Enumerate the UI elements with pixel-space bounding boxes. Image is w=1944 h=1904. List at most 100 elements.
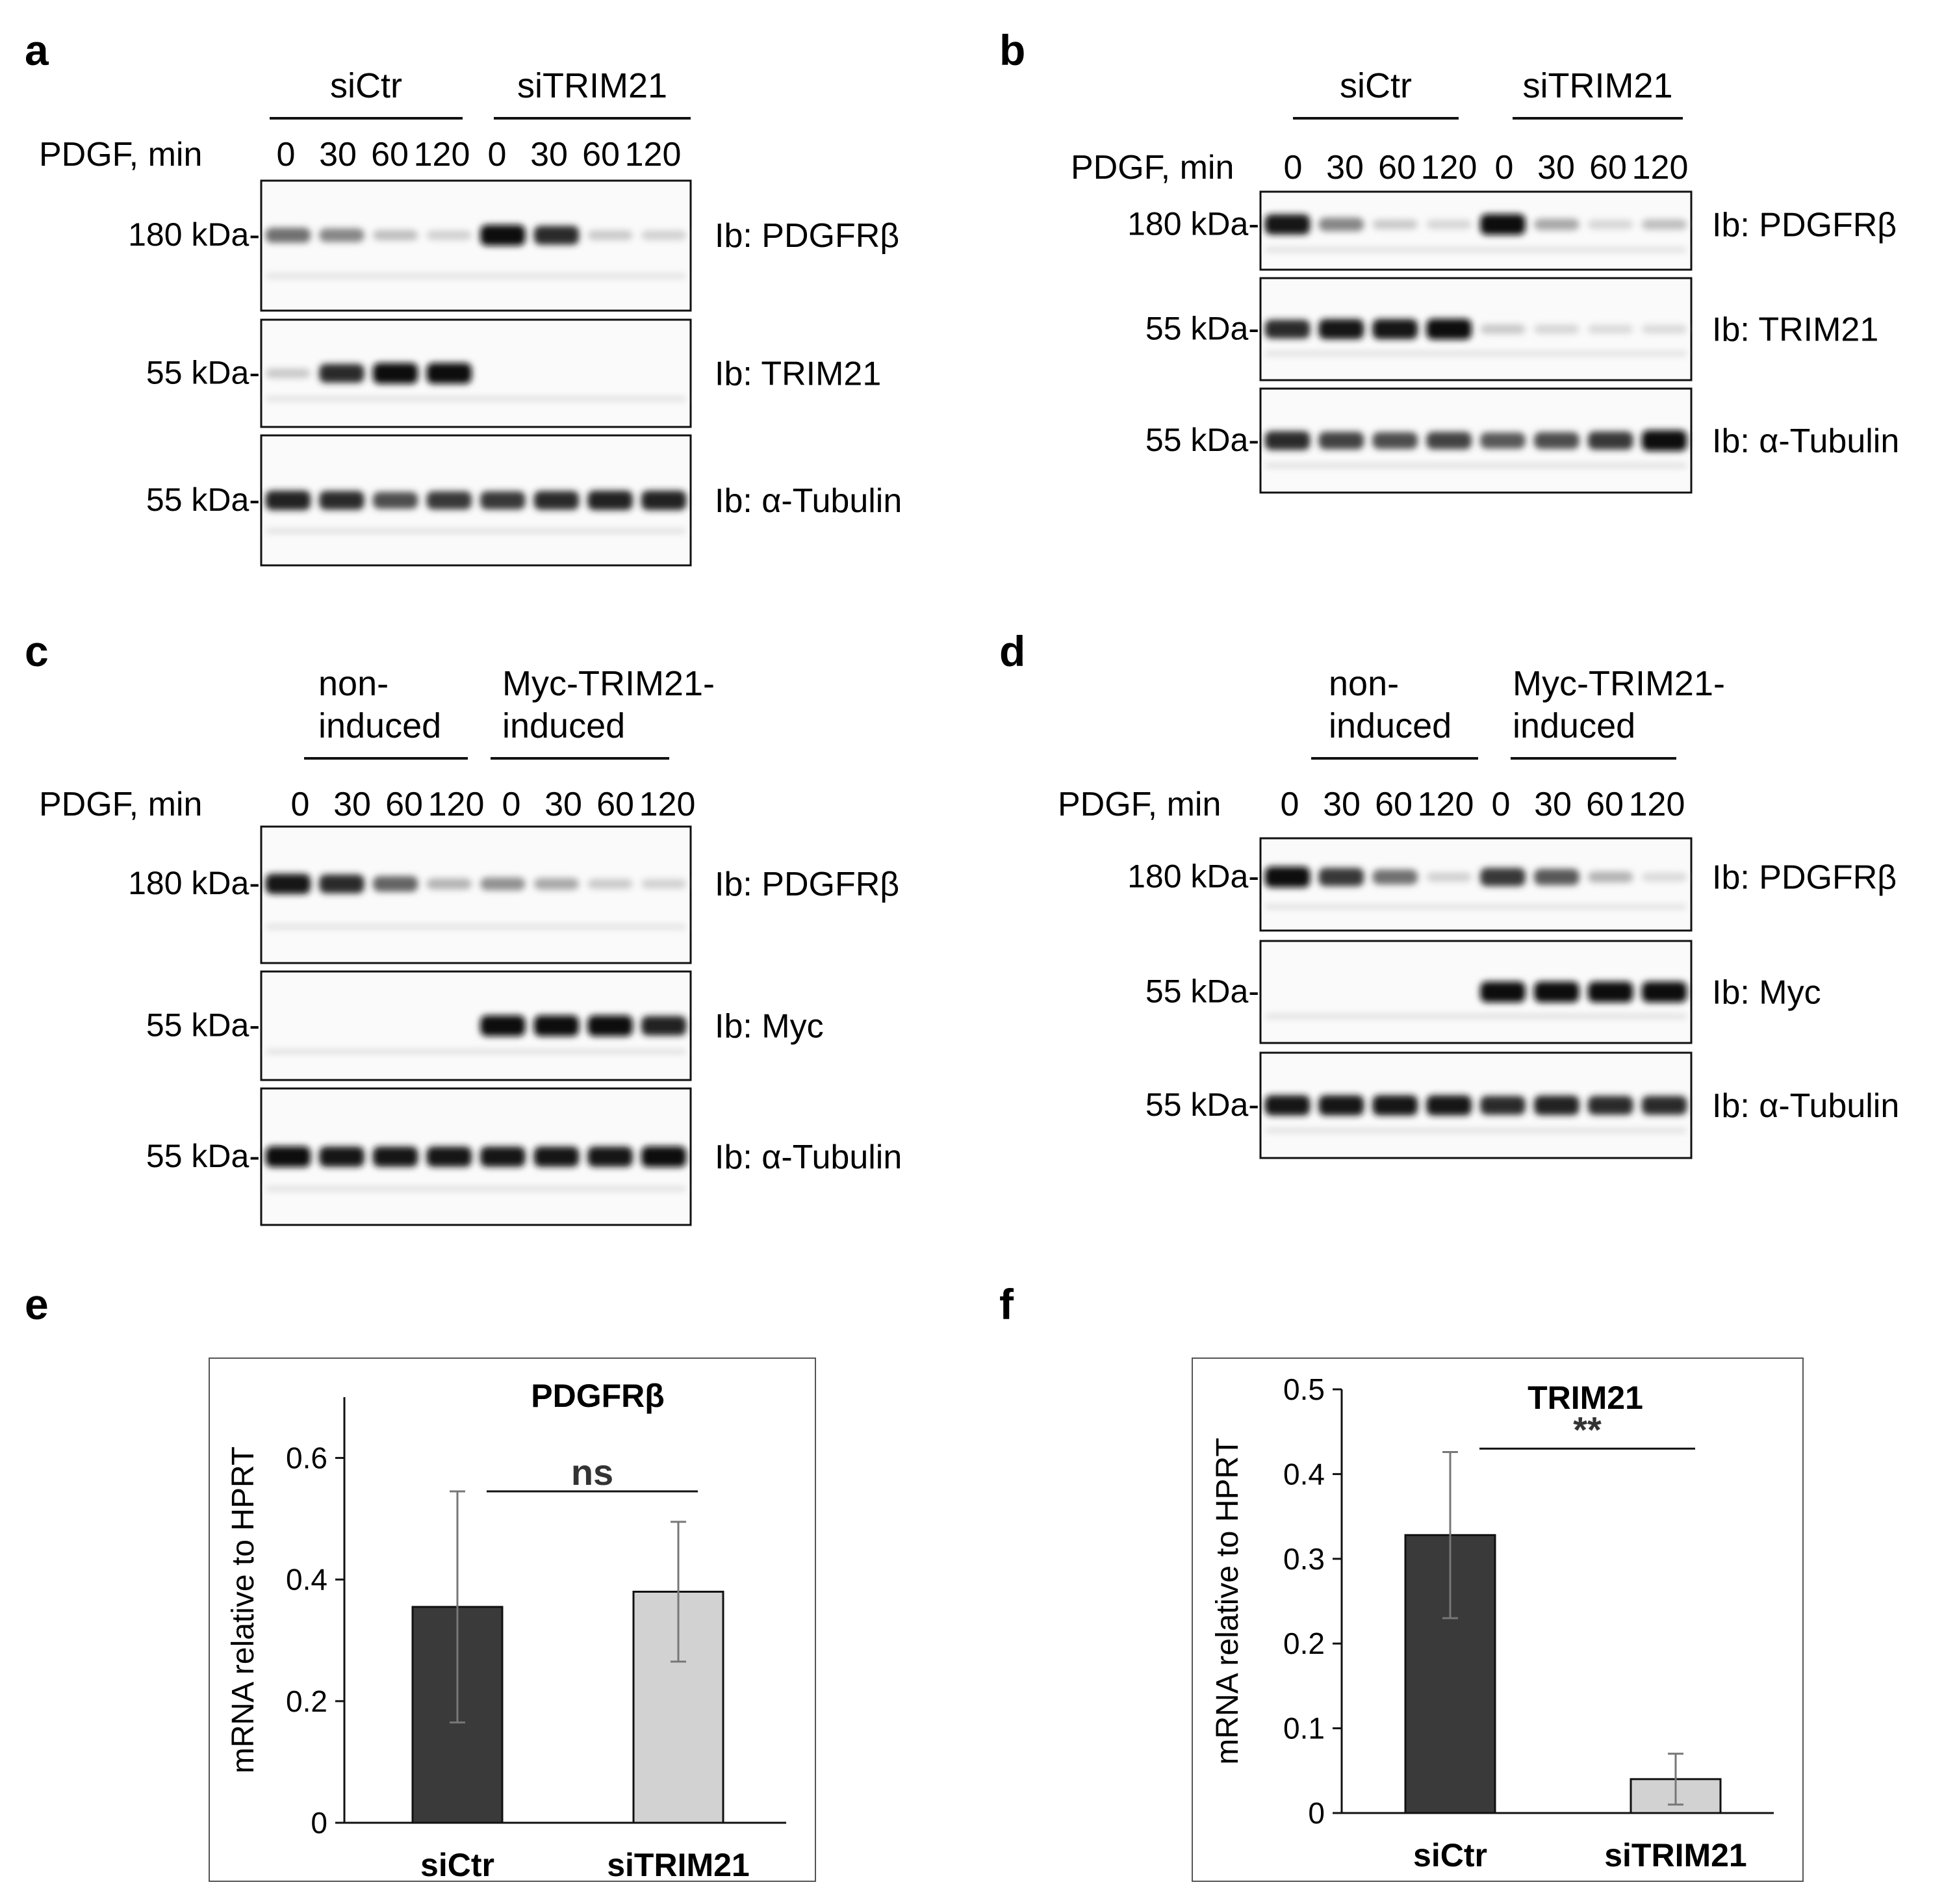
molecular-weight-marker: 55 kDa- bbox=[146, 1138, 260, 1174]
band bbox=[1641, 1096, 1687, 1115]
band bbox=[1318, 1095, 1364, 1116]
band bbox=[426, 1146, 472, 1167]
band bbox=[1426, 1095, 1472, 1116]
band bbox=[265, 1146, 311, 1167]
background-smear bbox=[266, 396, 685, 401]
y-tick-label: 0.2 bbox=[286, 1684, 327, 1718]
band bbox=[319, 364, 364, 383]
row-label: PDGF, min bbox=[39, 136, 202, 174]
band bbox=[1264, 320, 1311, 339]
molecular-weight-marker: 180 kDa- bbox=[128, 865, 260, 901]
molecular-weight-marker: 55 kDa- bbox=[1145, 311, 1259, 347]
panel-label: c bbox=[25, 627, 49, 675]
row-label: PDGF, min bbox=[1058, 786, 1221, 823]
band bbox=[1480, 981, 1526, 1003]
band bbox=[1264, 431, 1311, 450]
lane-label: 60 bbox=[371, 136, 409, 174]
antibody-label: Ib: Myc bbox=[1712, 974, 1821, 1012]
group-label: siCtr bbox=[1340, 66, 1412, 105]
lane-label: 60 bbox=[1586, 786, 1624, 823]
antibody-label: Ib: PDGFRβ bbox=[1712, 206, 1897, 244]
blot-membrane bbox=[260, 825, 692, 964]
molecular-weight-marker: 55 kDa- bbox=[1145, 422, 1259, 458]
panel-label: b bbox=[999, 26, 1025, 74]
band bbox=[372, 876, 418, 892]
band bbox=[1534, 218, 1580, 231]
band bbox=[641, 230, 687, 240]
y-tick-label: 0.2 bbox=[1283, 1627, 1325, 1660]
chart-title: TRIM21 bbox=[1528, 1380, 1643, 1416]
molecular-weight-marker: 55 kDa- bbox=[146, 355, 260, 391]
background-smear bbox=[266, 925, 685, 929]
band bbox=[1426, 872, 1472, 882]
background-smear bbox=[1266, 905, 1686, 909]
band bbox=[587, 879, 633, 889]
band bbox=[1641, 324, 1687, 334]
panel-label: f bbox=[999, 1280, 1014, 1328]
bar-chart-e: e 0 0.2 0.4 0.6 mRNA relative to HPRT PDGFRβ si… bbox=[25, 1280, 816, 1883]
lane-label: 30 bbox=[530, 136, 568, 174]
background-smear bbox=[266, 529, 685, 533]
band bbox=[1587, 981, 1633, 1003]
background-smear bbox=[1266, 1014, 1686, 1019]
group-label: induced bbox=[318, 706, 441, 745]
antibody-label: Ib: α-Tubulin bbox=[1712, 422, 1899, 460]
band bbox=[1372, 1095, 1418, 1116]
lane-label: 60 bbox=[582, 136, 620, 174]
group-label: siTRIM21 bbox=[517, 66, 667, 105]
lane-label: 30 bbox=[1534, 786, 1572, 823]
group-label: induced bbox=[1329, 706, 1452, 745]
y-axis-label: mRNA relative to HPRT bbox=[1210, 1437, 1245, 1764]
y-tick-label: 0.5 bbox=[1283, 1372, 1325, 1406]
group-label: non- bbox=[1329, 664, 1399, 703]
antibody-label: Ib: TRIM21 bbox=[1712, 311, 1878, 349]
group-label: siCtr bbox=[330, 66, 402, 105]
band bbox=[1641, 219, 1687, 230]
lane-label: 30 bbox=[544, 786, 582, 823]
band bbox=[319, 1146, 364, 1167]
chart-title: PDGFRβ bbox=[531, 1378, 665, 1414]
background-smear bbox=[1266, 248, 1686, 252]
y-tick-label: 0 bbox=[311, 1806, 327, 1840]
background-smear bbox=[1266, 352, 1686, 356]
y-tick-label: 0.4 bbox=[286, 1563, 327, 1597]
band bbox=[372, 492, 418, 509]
y-tick-label: 0 bbox=[1308, 1796, 1325, 1830]
blot-ib-tubulin: 55 kDa- Ib: α-Tubulin bbox=[1145, 387, 1899, 494]
blot-membrane bbox=[260, 179, 692, 312]
band bbox=[1480, 214, 1526, 235]
background-smear bbox=[266, 1049, 685, 1054]
antibody-label: Ib: α-Tubulin bbox=[715, 1139, 902, 1176]
band bbox=[1641, 981, 1687, 1003]
band bbox=[426, 363, 472, 384]
group-label: siTRIM21 bbox=[1522, 66, 1672, 105]
bar-chart-f: f 0 0.1 0.2 0.3 0.4 0.5 mRNA relative to HPRT TR… bbox=[999, 1280, 1804, 1882]
category-label: siTRIM21 bbox=[607, 1847, 750, 1883]
band bbox=[1480, 868, 1526, 886]
lane-label: 0 bbox=[1492, 786, 1511, 823]
lane-label: 30 bbox=[319, 136, 357, 174]
band bbox=[533, 225, 580, 245]
y-tick-label: 0.4 bbox=[1283, 1457, 1325, 1491]
antibody-label: Ib: PDGFRβ bbox=[1712, 859, 1897, 897]
lane-label: 60 bbox=[1378, 149, 1416, 187]
lane-label: 0 bbox=[1495, 149, 1514, 187]
band bbox=[1534, 869, 1580, 886]
category-label: siCtr bbox=[420, 1847, 494, 1883]
band bbox=[533, 878, 580, 890]
lane-label: 120 bbox=[1629, 786, 1685, 823]
blot-ib-pdgfr-: 180 kDa- Ib: PDGFRβ bbox=[128, 179, 899, 312]
band bbox=[319, 228, 364, 242]
band bbox=[319, 874, 364, 894]
y-tick-label: 0.3 bbox=[1283, 1542, 1325, 1576]
panel-label: e bbox=[25, 1280, 49, 1328]
band bbox=[587, 230, 633, 240]
chart-frame bbox=[1192, 1357, 1804, 1882]
band bbox=[426, 230, 472, 240]
band bbox=[533, 1146, 580, 1167]
group-label: induced bbox=[502, 706, 625, 745]
